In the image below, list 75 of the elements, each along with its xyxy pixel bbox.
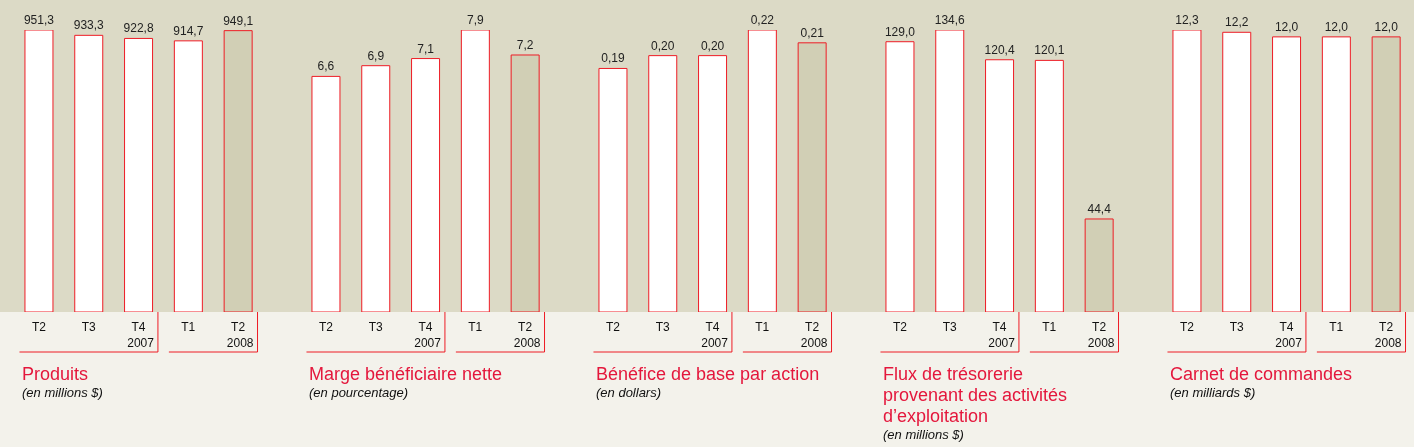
text: Bénéfice de base par action [596,364,821,385]
bar [885,41,915,312]
data-label: 0,22 [750,13,775,27]
text: (en dollars) [596,385,663,400]
bar [1084,218,1114,312]
x-tick-label: T2 [1379,319,1394,334]
data-label: 129,0 [884,24,916,39]
x-tick-label: T4 [131,319,146,334]
data-label: 12,2 [1225,15,1249,30]
x-tick-label: T1 [1042,319,1057,334]
bar [935,30,965,312]
x-tick-label: T1 [755,319,770,334]
text: Flux de trésorerie provenant des activités d’exploitation [883,364,1069,427]
text: 2008 [800,336,828,350]
bar [985,59,1015,312]
data-label: 949,1 [223,13,254,28]
x-tick-label: T2 [318,319,334,334]
text: 2007 [127,336,155,350]
x-tick-label: T1 [468,319,483,334]
x-tick-label: T4 [992,319,1007,334]
data-label: 12,0 [1374,19,1399,34]
data-label: 0,19 [601,51,625,66]
text: Marge bénéficiaire nette [309,364,504,385]
x-tick-label: T1 [1329,319,1344,334]
data-label: 6,6 [317,59,335,74]
text: Produits [22,364,90,385]
data-label: 12,0 [1274,19,1299,34]
text: 2008 [1087,336,1115,350]
data-label: 0,20 [651,38,675,53]
text: 2007 [1275,336,1303,350]
data-label: 933,3 [73,18,105,33]
data-label: 12,3 [1175,13,1199,27]
data-label: 7,2 [516,37,534,52]
data-label: 12,0 [1324,19,1349,34]
text: (en pourcentage) [309,385,409,400]
text: 2007 [414,336,442,350]
text: 2008 [226,336,254,350]
x-tick-label: T2 [31,319,47,334]
text: 2007 [988,336,1016,350]
x-tick-label: T2 [892,319,908,334]
x-tick-label: T2 [1179,319,1195,334]
x-tick-label: T2 [605,319,621,334]
x-tick-label: T2 [231,319,246,334]
x-tick-label: T3 [368,319,384,334]
data-label: 134,6 [934,13,966,27]
text: 2008 [1374,336,1402,350]
text: (en millions $) [22,385,104,400]
text: Carnet de commandes [1170,364,1354,385]
x-tick-label: T3 [1229,319,1245,334]
data-label: 914,7 [173,23,204,38]
data-label: 951,3 [23,13,55,27]
x-tick-label: T4 [1279,319,1294,334]
x-tick-label: T3 [942,319,958,334]
x-tick-label: T1 [181,319,196,334]
data-label: 0,20 [700,38,725,53]
x-tick-label: T3 [655,319,671,334]
x-tick-label: T3 [81,319,97,334]
data-label: 922,8 [123,21,154,36]
text: (en milliards $) [1170,385,1257,400]
x-tick-label: T2 [518,319,533,334]
data-label: 120,1 [1034,43,1065,58]
text: 2008 [513,336,541,350]
x-tick-label: T4 [705,319,720,334]
data-label: 7,1 [417,41,435,56]
text: 2007 [701,336,729,350]
data-label: 0,21 [800,25,825,40]
data-label: 120,4 [984,42,1015,57]
data-label: 7,9 [467,13,485,27]
x-tick-label: T2 [1092,319,1107,334]
bar [1034,59,1064,312]
data-label: 6,9 [367,48,385,63]
data-label: 44,4 [1087,201,1112,216]
x-tick-label: T4 [418,319,433,334]
text: (en millions $) [883,427,965,442]
x-tick-label: T2 [805,319,820,334]
